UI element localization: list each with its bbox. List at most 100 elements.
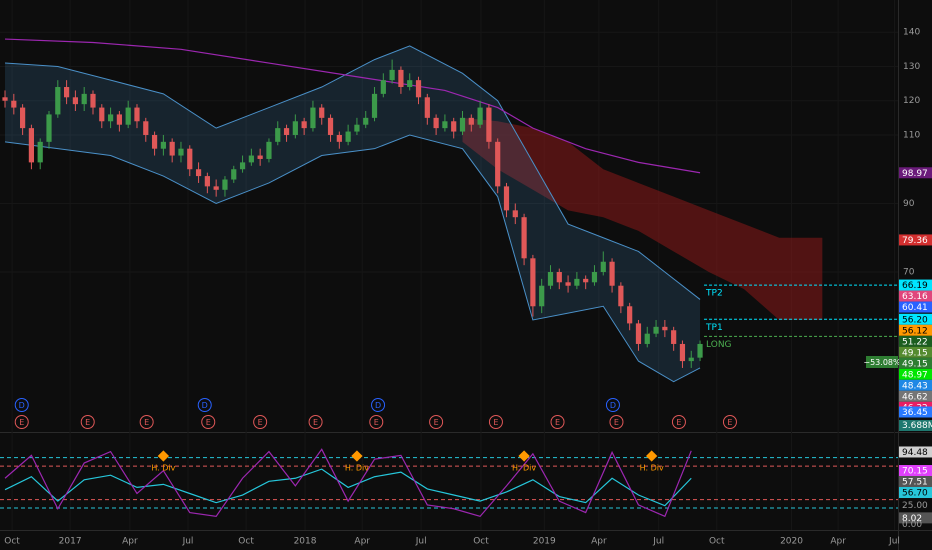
earnings-label: E: [434, 418, 439, 427]
change-badge: [866, 356, 898, 368]
axis-label: 79.36: [902, 236, 928, 246]
candle-body: [495, 141, 501, 187]
candle-body: [345, 131, 351, 142]
axis-label: 8.02: [902, 514, 922, 524]
target-label: TP1: [705, 323, 723, 333]
candle-body: [354, 124, 360, 132]
candle-body: [319, 107, 325, 118]
candle-body: [11, 100, 17, 108]
divergence-label: H. Div: [512, 464, 536, 473]
candle-body: [178, 148, 184, 156]
axis-label: 66.19: [902, 281, 928, 291]
bollinger-upper: [4, 45, 701, 300]
candle-body: [37, 141, 43, 163]
candle-body: [530, 258, 536, 307]
candle-body: [195, 169, 202, 177]
candle-body: [275, 128, 281, 142]
candle-body: [556, 272, 562, 283]
axis-label: 94.48: [902, 448, 928, 458]
axis-label: 49.15: [902, 348, 928, 358]
axis-label-badge: [899, 446, 932, 458]
x-tick-label: Apr: [591, 537, 607, 547]
earnings-marker: [671, 415, 686, 429]
axis-label-badge: [899, 379, 932, 391]
earnings-marker: [429, 415, 444, 429]
axis-label-badge: [899, 279, 932, 291]
candle-body: [644, 333, 650, 344]
earnings-label: E: [727, 418, 732, 427]
candle-body: [63, 87, 70, 98]
axis-label-badge: [899, 167, 932, 179]
dividends-marker: [197, 398, 212, 412]
axis-label-badge: [899, 290, 932, 302]
candle-body: [248, 155, 254, 163]
candle-body: [503, 186, 510, 211]
candle-body: [609, 261, 615, 286]
moving-average: [4, 38, 701, 174]
axis-label: 60.41: [902, 303, 928, 313]
axis-label: 0.00: [902, 520, 922, 530]
earnings-label: E: [555, 418, 560, 427]
x-tick-label: 2018: [294, 537, 317, 547]
axis-label-badge: [899, 465, 932, 477]
earnings-label: E: [374, 418, 379, 427]
bollinger-band: [5, 45, 701, 382]
candle-body: [389, 69, 395, 81]
candle-body: [671, 330, 677, 344]
candle-body: [125, 107, 131, 125]
candle-body: [662, 326, 668, 331]
candle-body: [28, 128, 35, 163]
candle-body: [380, 80, 386, 94]
candle-body: [635, 323, 642, 344]
axis-label-badge: [899, 335, 932, 347]
earnings-label: E: [614, 418, 619, 427]
y-tick-label: 120: [903, 96, 920, 106]
candle-body: [653, 326, 659, 334]
divergence-marker: [518, 450, 530, 462]
candle-body: [459, 117, 466, 132]
candle-body: [257, 155, 263, 159]
candle-body: [512, 210, 518, 218]
candle-body: [574, 278, 580, 286]
x-tick-label: Apr: [354, 537, 370, 547]
volume-badge: [899, 420, 932, 431]
dividends-marker: [14, 398, 29, 412]
candle-body: [283, 128, 290, 135]
axis-label-badge: [899, 512, 932, 524]
x-tick-label: 2020: [780, 537, 803, 547]
candle-body: [336, 134, 342, 142]
x-tick-label: Jul: [888, 537, 900, 547]
axis-label: 70.15: [902, 467, 928, 477]
y-tick-label: 90: [903, 199, 915, 209]
ichimoku-cloud: [462, 117, 823, 320]
axis-label-badge: [899, 346, 932, 358]
candle-body: [547, 272, 554, 286]
earnings-label: E: [19, 418, 24, 427]
candle-body: [116, 114, 122, 125]
earnings-marker: [139, 415, 154, 429]
candle-body: [398, 69, 404, 88]
axis-label: 56.70: [902, 489, 928, 499]
axis-label-badge: [899, 301, 932, 313]
candle-body: [477, 107, 483, 125]
candle-body: [169, 141, 175, 156]
dividends-label: D: [202, 401, 208, 410]
candle-body: [310, 107, 316, 129]
target-label: LONG: [706, 340, 732, 350]
earnings-marker: [201, 415, 216, 429]
divergence-marker: [351, 450, 363, 462]
axis-label: 25.00: [902, 501, 928, 511]
divergence-label: H. Div: [151, 464, 175, 473]
dividends-marker: [371, 398, 386, 412]
earnings-marker: [80, 415, 95, 429]
axis-label-badge: [899, 368, 932, 380]
axis-label-badge: [899, 390, 932, 402]
candle-body: [442, 121, 448, 129]
dividends-label: D: [375, 401, 381, 410]
candle-body: [424, 97, 430, 118]
change-label: −53.08%: [863, 358, 901, 367]
earnings-label: E: [144, 418, 149, 427]
candle-body: [72, 97, 78, 105]
candle-body: [627, 306, 633, 324]
axis-label-badge: [899, 234, 932, 246]
